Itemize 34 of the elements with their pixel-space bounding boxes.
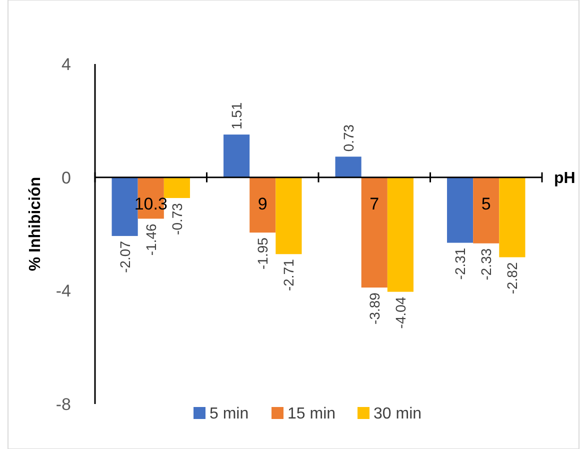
legend-label: 15 min bbox=[288, 406, 336, 423]
data-label: -2.33 bbox=[478, 248, 494, 280]
bar bbox=[335, 156, 362, 178]
legend-label: 30 min bbox=[374, 406, 422, 423]
x-axis-title: pH bbox=[554, 170, 576, 187]
bar bbox=[164, 177, 190, 198]
bar bbox=[250, 177, 276, 233]
data-label: -2.82 bbox=[504, 262, 520, 294]
y-tick-label: 4 bbox=[62, 54, 71, 74]
bar bbox=[473, 177, 500, 244]
data-label: -2.71 bbox=[280, 258, 297, 292]
data-label: -0.73 bbox=[168, 202, 185, 235]
x-tick-label: 9 bbox=[258, 194, 268, 214]
y-tick-label: -8 bbox=[56, 394, 71, 414]
x-tick-label: 5 bbox=[481, 194, 491, 214]
data-label: -4.04 bbox=[392, 296, 408, 329]
x-tick-label: 7 bbox=[370, 194, 380, 214]
bar bbox=[387, 177, 414, 292]
bar bbox=[447, 177, 474, 243]
bar bbox=[499, 177, 526, 258]
bar bbox=[224, 134, 250, 178]
data-label: -3.89 bbox=[366, 292, 382, 324]
data-label: -2.07 bbox=[116, 240, 133, 273]
data-label: -1.95 bbox=[254, 237, 271, 270]
data-label: -1.46 bbox=[142, 224, 159, 256]
bar bbox=[361, 177, 388, 288]
data-label: 1.51 bbox=[228, 102, 245, 130]
bar bbox=[276, 177, 302, 254]
y-tick-label: -4 bbox=[56, 282, 71, 301]
data-label: -2.31 bbox=[452, 248, 468, 280]
data-label: 0.73 bbox=[340, 124, 356, 152]
legend-label: 5 min bbox=[210, 406, 249, 423]
y-tick-label: 0 bbox=[62, 168, 71, 188]
y-axis-title: % Inhibición bbox=[27, 176, 44, 272]
